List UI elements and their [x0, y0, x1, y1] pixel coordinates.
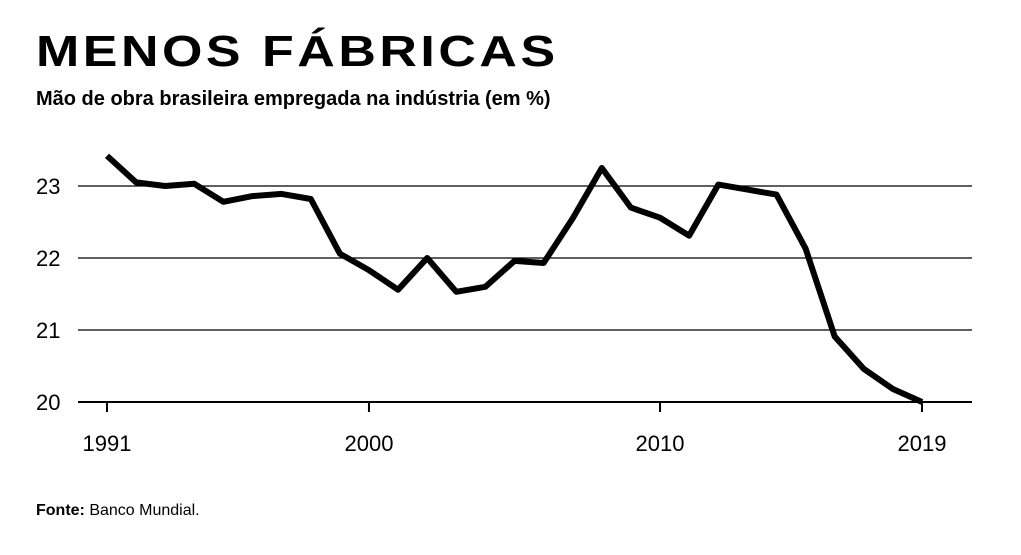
data-point-1992	[133, 179, 139, 185]
y-tick-label-21: 21	[36, 318, 60, 343]
y-axis-ticks: 20 21 22 23	[36, 174, 60, 415]
y-tick-label-20: 20	[36, 390, 60, 415]
data-point-2016	[832, 333, 838, 339]
source-label: Fonte:	[36, 502, 85, 519]
data-point-1995	[220, 199, 226, 205]
data-point-2004	[482, 284, 488, 290]
data-point-1996	[250, 193, 256, 199]
gridlines	[78, 185, 972, 403]
x-tick-label-2010: 2010	[636, 431, 685, 456]
data-point-1991	[104, 153, 110, 159]
data-point-1999	[337, 251, 343, 257]
x-axis-ticks: 1991 2000 2010 2019	[83, 402, 947, 456]
data-point-2019	[919, 399, 925, 405]
data-point-2007	[570, 215, 576, 221]
x-tick-label-1991: 1991	[83, 431, 132, 456]
series-line-0	[104, 153, 924, 405]
source-note: Fonte: Banco Mundial.	[36, 503, 200, 519]
chart-subtitle: Mão de obra brasileira empregada na indú…	[36, 88, 551, 110]
data-point-2003	[453, 289, 459, 295]
data-point-2012	[715, 182, 721, 188]
x-tick-label-2000: 2000	[344, 431, 393, 456]
data-point-2000	[366, 267, 372, 273]
y-tick-label-23: 23	[36, 174, 60, 199]
data-point-2009	[628, 205, 634, 211]
data-point-1998	[308, 196, 314, 202]
source-text: Banco Mundial.	[84, 502, 200, 519]
data-point-2015	[803, 246, 809, 252]
y-tick-label-22: 22	[36, 246, 60, 271]
data-point-2001	[395, 287, 401, 293]
data-point-2014	[773, 192, 779, 198]
x-tick-label-2019: 2019	[898, 431, 947, 456]
data-point-2018	[890, 386, 896, 392]
data-point-2006	[541, 260, 547, 266]
data-point-1993	[162, 183, 168, 189]
data-point-2013	[744, 187, 750, 193]
data-point-2010	[657, 215, 663, 221]
data-point-2005	[512, 258, 518, 264]
data-point-1994	[191, 181, 197, 187]
data-point-2011	[686, 233, 692, 239]
data-point-2002	[424, 255, 430, 261]
series-layer	[104, 153, 925, 405]
data-point-2008	[599, 165, 605, 171]
data-point-1997	[279, 191, 285, 197]
chart-title: MENOS FÁBRICAS	[36, 27, 559, 76]
data-point-2017	[861, 366, 867, 372]
